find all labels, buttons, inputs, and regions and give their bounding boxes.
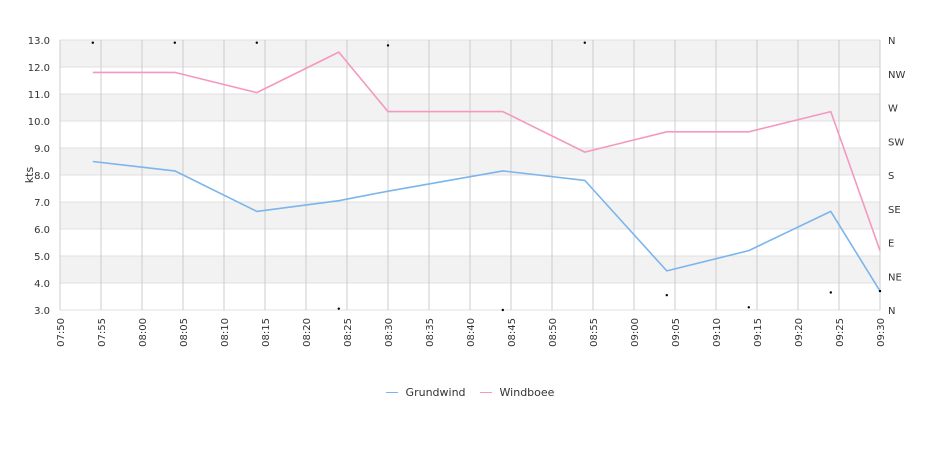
legend-swatch-grundwind [385,392,398,393]
direction-marker [829,291,832,294]
y-tick-label: 7.0 [34,198,50,209]
x-tick-label: 09:20 [794,318,805,347]
y-tick-label: 5.0 [34,252,50,263]
x-tick-label: 09:10 [712,318,723,347]
y-tick-label: 13.0 [28,36,50,47]
direction-marker [91,41,95,44]
x-tick-label: 09:15 [753,318,764,347]
legend-label-grundwind: Grundwind [405,386,466,399]
direction-tick-label: N [888,306,895,317]
x-tick-label: 08:25 [343,318,354,347]
y-tick-label: 11.0 [28,90,50,101]
direction-tick-label: NE [888,272,902,283]
x-tick-label: 08:10 [220,318,231,347]
x-tick-label: 08:45 [507,318,518,347]
legend-swatch-windboee [479,392,492,393]
x-tick-label: 07:50 [56,318,67,347]
legend-item-grundwind[interactable]: Grundwind [385,386,466,399]
direction-marker [386,44,390,47]
x-tick-label: 08:40 [466,318,477,347]
series-line-windboee [92,51,881,251]
x-tick-label: 08:05 [179,318,190,347]
direction-marker [337,307,340,310]
x-tick-label: 09:05 [671,318,682,347]
legend-item-windboee[interactable]: Windboee [479,386,555,399]
y-tick-label: 9.0 [34,144,50,155]
chart-legend: Grundwind Windboee [0,386,940,399]
direction-marker [255,41,258,44]
y-axis-label: kts [23,167,36,184]
y-tick-label: 10.0 [28,117,50,128]
series-line-grundwind [92,160,881,292]
direction-tick-label: S [888,171,894,182]
direction-tick-label: SW [888,137,904,148]
direction-tick-label: W [888,104,898,115]
y-tick-label: 12.0 [28,63,50,74]
x-tick-label: 09:00 [630,318,641,347]
direction-marker [878,289,882,293]
direction-tick-label: E [888,239,894,250]
direction-marker [583,41,586,44]
x-tick-label: 08:20 [302,318,313,347]
x-tick-label: 08:55 [589,318,600,347]
direction-marker [173,41,176,44]
legend-label-windboee: Windboee [499,386,555,399]
y-tick-label: 4.0 [34,279,50,290]
y-tick-label: 8.0 [34,171,50,182]
x-tick-label: 08:50 [548,318,559,347]
direction-tick-label: N [888,36,895,47]
y-tick-label: 3.0 [34,306,50,317]
direction-marker [665,293,668,297]
chart-plot: 07:50 07:55 08:00 08:05 08:10 08:15 08:20 08:25… [23,36,905,347]
direction-tick-label: SE [888,205,901,216]
x-tick-label: 08:30 [384,318,395,347]
x-tick-label: 08:15 [261,318,272,347]
x-tick-label: 08:00 [138,318,149,347]
x-tick-label: 07:55 [97,318,108,347]
direction-marker [747,306,750,309]
x-tick-label: 09:30 [876,318,887,347]
x-tick-label: 08:35 [425,318,436,347]
direction-marker [501,308,504,312]
y-tick-label: 6.0 [34,225,50,236]
direction-tick-label: NW [888,70,905,81]
x-tick-label: 09:25 [835,318,846,347]
